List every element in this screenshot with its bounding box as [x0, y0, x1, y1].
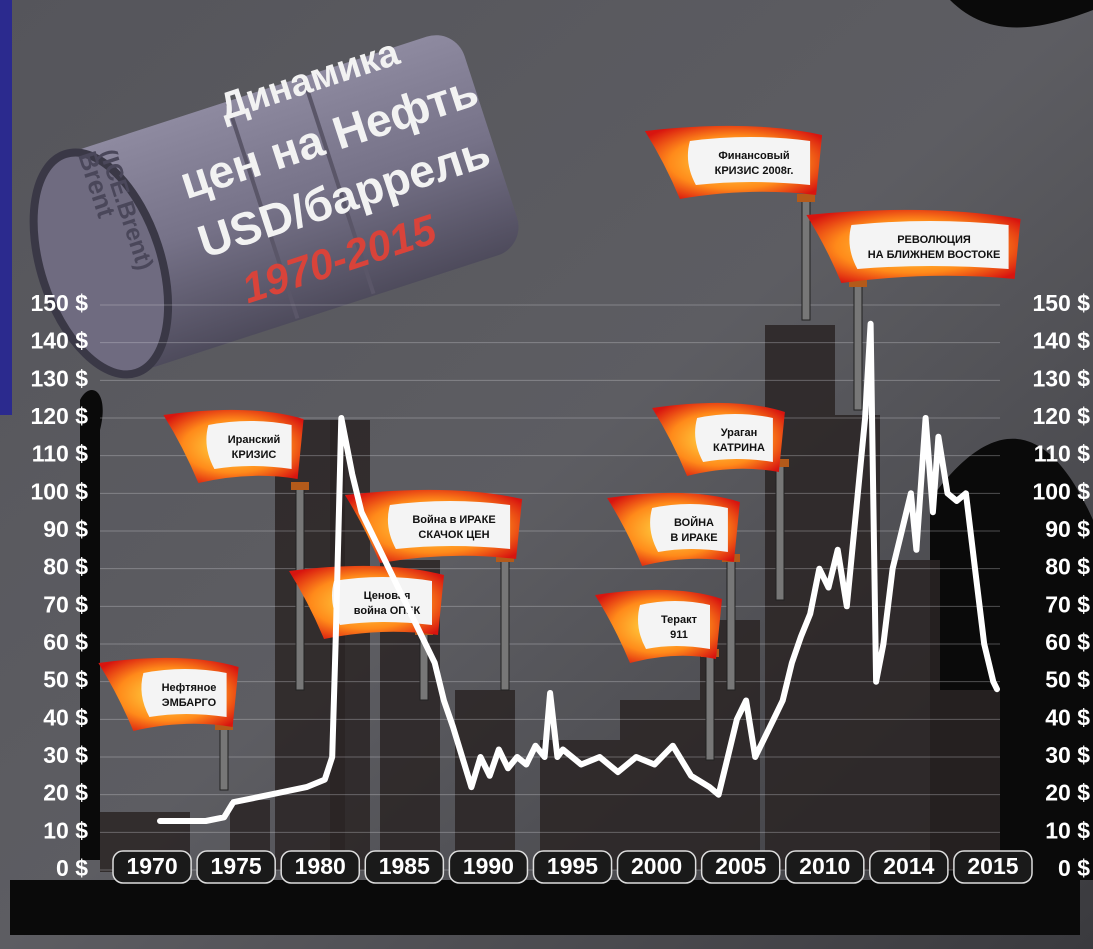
y-tick-label: 110 $ [32, 441, 88, 467]
y-tick-label: 80 $ [43, 554, 88, 580]
y-tick-label-right: 30 $ [1045, 742, 1090, 768]
flag-text: РЕВОЛЮЦИЯ [897, 234, 971, 246]
y-tick-label-right: 80 $ [1045, 554, 1090, 580]
y-tick-label-right: 50 $ [1045, 667, 1090, 693]
flag-pole [706, 655, 714, 760]
y-tick-label: 140 $ [30, 328, 88, 354]
flag-pole-cap [797, 194, 815, 202]
flag-pole [727, 560, 735, 690]
y-tick-label-right: 150 $ [1032, 290, 1090, 316]
flag-pole [501, 560, 509, 690]
x-tick-label: 1990 [463, 853, 514, 879]
y-tick-label: 70 $ [43, 591, 88, 617]
y-tick-label: 10 $ [43, 817, 88, 843]
flag-text: Война в ИРАКЕ [412, 514, 495, 526]
y-tick-label: 60 $ [43, 629, 88, 655]
flag-text: СКАЧОК ЦЕН [418, 529, 489, 541]
y-tick-label-right: 120 $ [1032, 403, 1090, 429]
y-tick-label-right: 60 $ [1045, 629, 1090, 655]
x-tick-label: 1995 [547, 853, 598, 879]
x-tick-label: 1985 [379, 853, 430, 879]
flag-pole [776, 465, 784, 600]
x-tick-label: 1970 [126, 853, 177, 879]
flag-text: НА БЛИЖНЕМ ВОСТОКЕ [868, 249, 1001, 261]
x-tick-label: 2000 [631, 853, 682, 879]
silhouette [620, 700, 700, 870]
y-tick-label: 20 $ [43, 780, 88, 806]
y-tick-label-right: 130 $ [1032, 365, 1090, 391]
y-tick-label-right: 20 $ [1045, 780, 1090, 806]
silhouette [940, 690, 1000, 870]
x-tick-label: 2014 [883, 853, 934, 879]
flag-pole-cap [291, 482, 309, 490]
silhouette [455, 690, 515, 870]
flag-text: Теракт [661, 614, 698, 626]
y-tick-label: 150 $ [30, 290, 88, 316]
flag-text: 911 [670, 629, 688, 641]
y-tick-label: 120 $ [30, 403, 88, 429]
y-tick-label: 50 $ [43, 667, 88, 693]
y-tick-label-right: 110 $ [1034, 441, 1090, 467]
flag-text: ВОЙНА [674, 516, 714, 529]
flag-text: В ИРАКЕ [670, 532, 717, 544]
flag-text: Иранский [228, 434, 281, 446]
y-tick-label-right: 70 $ [1045, 591, 1090, 617]
x-tick-label: 1975 [211, 853, 262, 879]
y-tick-label: 30 $ [43, 742, 88, 768]
x-tick-label: 2010 [799, 853, 850, 879]
y-tick-label-right: 90 $ [1045, 516, 1090, 542]
infographic: Динамика цен на Нефть USD/баррель 1970-2… [0, 0, 1093, 949]
y-tick-label: 100 $ [30, 478, 88, 504]
y-tick-label: 0 $ [56, 855, 88, 881]
y-tick-label-right: 40 $ [1045, 704, 1090, 730]
flag-text: ЭМБАРГО [162, 697, 217, 709]
flag-text: Финансовый [718, 150, 789, 162]
y-tick-label-right: 0 $ [1058, 855, 1090, 881]
y-tick-label: 40 $ [43, 704, 88, 730]
flag-text: Ураган [721, 427, 758, 439]
flag-text: КРИЗИС [232, 449, 277, 461]
x-tick-label: 1980 [295, 853, 346, 879]
y-tick-label: 130 $ [30, 365, 88, 391]
x-tick-label: 2015 [967, 853, 1018, 879]
x-tick-label: 2005 [715, 853, 766, 879]
flag-pole [220, 728, 228, 790]
flag-pole [854, 285, 862, 410]
flag-text: Нефтяное [162, 682, 217, 694]
y-tick-label-right: 100 $ [1032, 478, 1090, 504]
flag-text: КАТРИНА [713, 442, 765, 454]
page: Динамика цен на Нефть USD/баррель 1970-2… [0, 0, 1093, 949]
flag-text: КРИЗИС 2008г. [715, 165, 794, 177]
y-tick-label: 90 $ [43, 516, 88, 542]
y-tick-label-right: 140 $ [1032, 328, 1090, 354]
left-edge [0, 0, 12, 415]
y-tick-label-right: 10 $ [1045, 817, 1090, 843]
bottom-band [10, 880, 1080, 935]
